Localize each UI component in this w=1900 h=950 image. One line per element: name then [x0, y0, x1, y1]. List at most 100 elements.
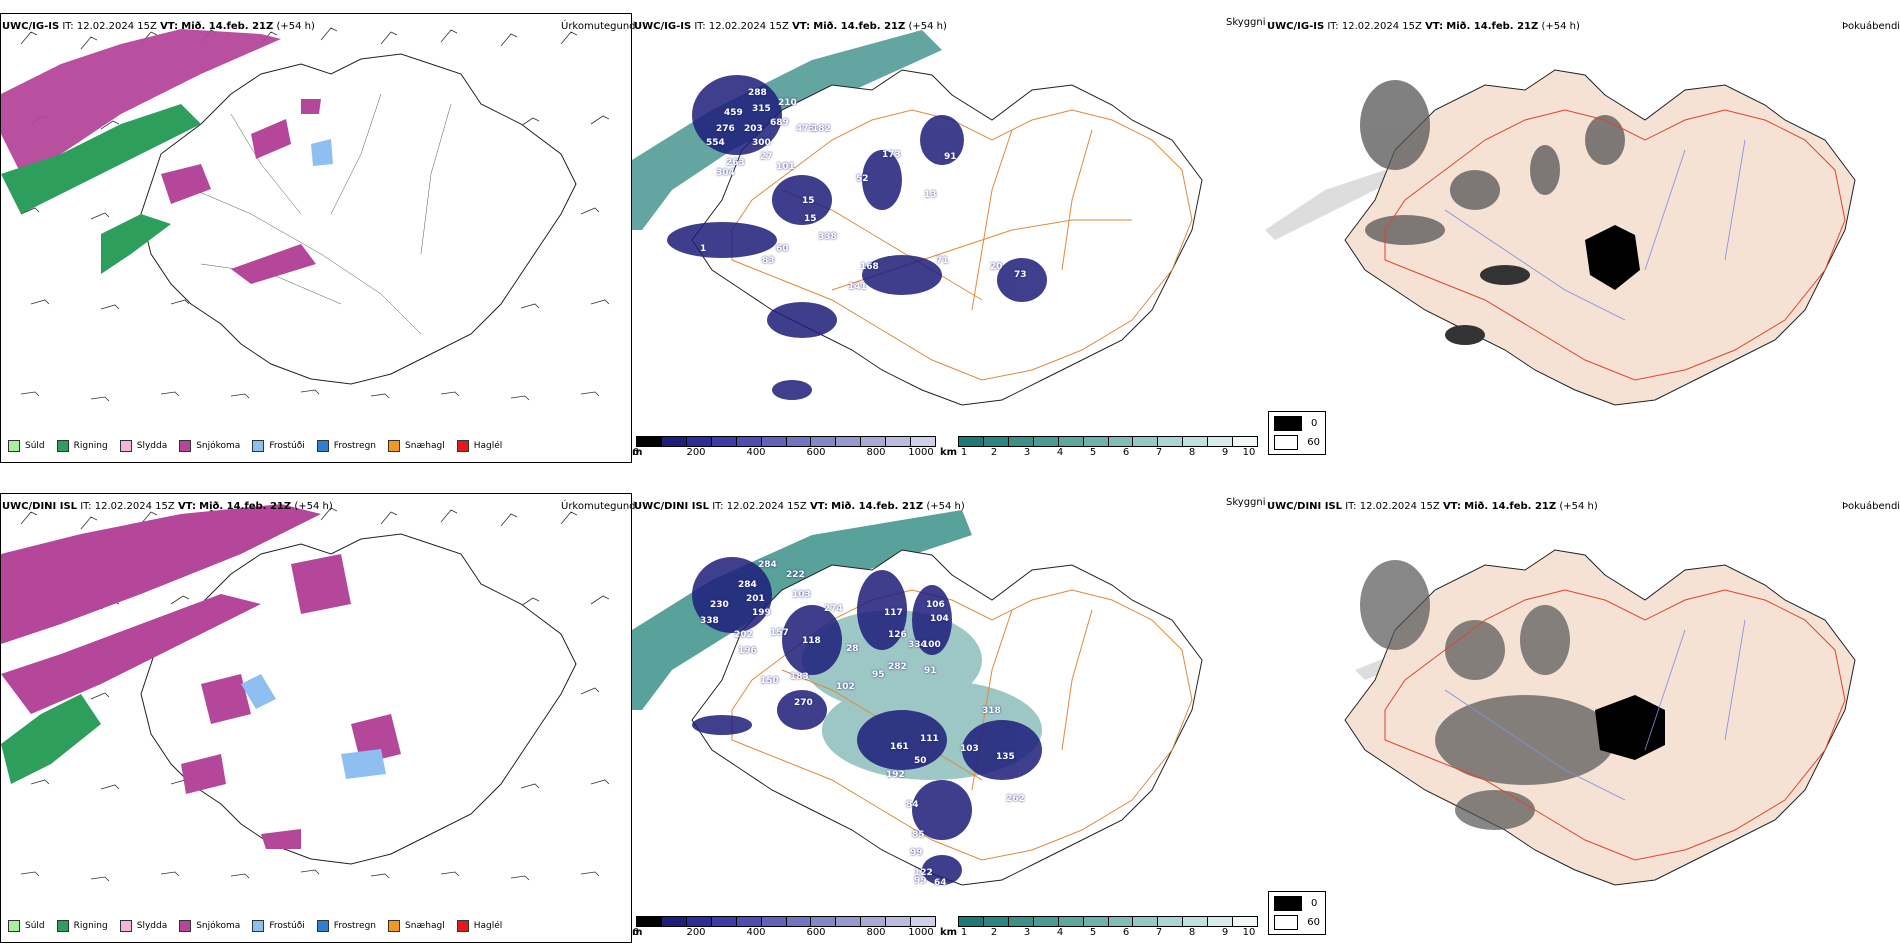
cloudbase-value-label: 141 [848, 282, 867, 292]
cloudbase-value-label: 192 [886, 770, 905, 780]
cloudbase-value-label: 101 [776, 162, 795, 172]
cloudbase-value-label: 210 [778, 98, 797, 108]
cloudbase-value-label: 52 [856, 174, 869, 184]
fog-index-map-row1 [1265, 30, 1900, 430]
cloudbase-value-label: 288 [748, 88, 767, 98]
cloudbase-value-label: 284 [738, 580, 757, 590]
cloudbase-value-label: 117 [884, 608, 903, 618]
fog-header-row2: UWC/DINI ISL IT: 12.02.2024 15Z VT: Mið.… [1267, 501, 1598, 512]
cloudbase-value-label: 282 [888, 662, 907, 672]
cloudbase-value-label: 118 [802, 636, 821, 646]
cloudbase-value-label: 473 [796, 124, 815, 134]
cloudbase-patches [667, 75, 1047, 400]
fog-index-map-row2 [1265, 510, 1900, 910]
legend-item: Rigning [56, 440, 108, 452]
cloudbase-value-label: 230 [710, 600, 729, 610]
snow-area [1, 29, 281, 174]
cloudbase-value-label: 60 [776, 244, 789, 254]
cloudbase-value-label: 71 [936, 256, 949, 266]
fog-header-row1: UWC/IG-IS IT: 12.02.2024 15Z VT: Mið. 14… [1267, 21, 1580, 32]
cloudbase-value-label: 64 [934, 878, 947, 888]
visibility-unit-row1: km [940, 447, 958, 458]
precip-title-row2: Úrkomutegund [561, 501, 636, 512]
cloudbase-map-graphic [632, 30, 1203, 406]
precip-legend-row2: Súld Rigning Slydda Snjókoma Frostúði Fr… [8, 920, 514, 932]
precip-header-row2: UWC/DINI ISL IT: 12.02.2024 15Z VT: Mið.… [2, 501, 333, 512]
cloudbase-value-label: 50 [914, 756, 927, 766]
glacier-dark [1585, 225, 1640, 290]
cloudbase-value-label: 263 [726, 158, 745, 168]
cloudbase-value-label: 459 [724, 108, 743, 118]
cloudbase-value-label: 689 [770, 118, 789, 128]
cloudbase-value-label: 73 [1014, 270, 1027, 280]
cloudbase-value-label: 202 [734, 630, 753, 640]
visibility-title-row2: Skyggni [1226, 497, 1266, 508]
cloudbase-value-label: 99 [914, 876, 927, 886]
legend-item: Snjókoma [179, 440, 240, 452]
cloudbase-value-label: 182 [812, 124, 831, 134]
cloudbase-value-label: 83 [762, 256, 775, 266]
fog-legend-row2: 0 60 [1268, 891, 1326, 935]
cloudbase-value-label: 106 [926, 600, 945, 610]
cloudbase-value-label: 168 [860, 262, 879, 272]
cloudbase-value-label: 13 [924, 190, 937, 200]
legend-item: Frostregn [316, 440, 376, 452]
cloudbase-value-label: 338 [700, 616, 719, 626]
cloudbase-value-label: 103 [792, 590, 811, 600]
cloudbase-value-label: 262 [1006, 794, 1025, 804]
visibility-colorbar-row2: 1 2 3 4 5 6 7 8 9 10 [958, 916, 1258, 939]
cloudbase-value-label: 122 [914, 868, 933, 878]
cloudbase-value-label: 95 [872, 670, 885, 680]
iceland-coastline [140, 53, 577, 385]
cloudbase-value-label: 318 [982, 706, 1001, 716]
cloudbase-value-label: 554 [706, 138, 725, 148]
cloudbase-value-label: 315 [752, 104, 771, 114]
precip-map-graphic [1, 27, 610, 402]
legend-item: Slydda [119, 440, 167, 452]
fog-legend-row1: 0 60 [1268, 411, 1326, 455]
cloudbase-value-label: 91 [924, 666, 937, 676]
cloudbase-value-label: 100 [922, 640, 941, 650]
cloudbase-value-label: 135 [996, 752, 1015, 762]
visibility-title-row1: Skyggni [1226, 17, 1266, 28]
cloudbase-value-label: 20 [990, 262, 1003, 272]
visibility-unit-row2: km [940, 927, 958, 938]
cloudbase-value-label: 284 [758, 560, 777, 570]
cloudbase-value-label: 274 [824, 604, 843, 614]
cloudbase-visibility-map-row2 [632, 510, 1232, 910]
cloudbase-value-label: 15 [802, 196, 815, 206]
legend-item: Frostúði [252, 440, 305, 452]
cloudbase-value-label: 304 [716, 168, 735, 178]
rain-area [1, 104, 201, 214]
cloudbase-value-label: 28 [846, 644, 859, 654]
cloudbase-value-label: 150 [760, 676, 779, 686]
iceland-coastline [140, 533, 577, 865]
road-network [731, 109, 1193, 381]
cloudbase-value-label: 157 [770, 628, 789, 638]
cloudbase-value-label: 85 [912, 830, 925, 840]
precip-type-map-row2 [0, 493, 632, 943]
precip-header-row1: UWC/IG-IS IT: 12.02.2024 15Z VT: Mið. 14… [2, 21, 315, 32]
cloudbase-value-label: 15 [804, 214, 817, 224]
cloudbase-value-label: 102 [836, 682, 855, 692]
cloudbase-header-row2: UWC/DINI ISL IT: 12.02.2024 15Z VT: Mið.… [634, 501, 965, 512]
cloudbase-value-label: 183 [790, 672, 809, 682]
precip-title-row1: Úrkomutegund [561, 21, 636, 32]
cloudbase-value-label: 1 [700, 244, 707, 254]
cloudbase-colorbar-row1: 0 200 400 600 800 1000 [633, 436, 936, 459]
cloudbase-unit-row2: m [632, 927, 643, 938]
cloudbase-value-label: 222 [786, 570, 805, 580]
fog-map-graphic [1265, 69, 1856, 406]
cloudbase-value-label: 91 [944, 152, 957, 162]
cloudbase-value-label: 111 [920, 734, 939, 744]
fog-patches [1360, 80, 1625, 245]
cloudbase-value-label: 84 [906, 800, 919, 810]
cloudbase-value-label: 334 [908, 640, 927, 650]
legend-item: Snæhagl [388, 440, 445, 452]
cloudbase-value-label: 99 [910, 848, 923, 858]
cloudbase-value-label: 104 [930, 614, 949, 624]
cloudbase-colorbar-row2: 0 200 400 600 800 1000 [633, 916, 936, 939]
cloudbase-value-label: 27 [760, 152, 773, 162]
cloudbase-value-label: 270 [794, 698, 813, 708]
cloudbase-value-label: 203 [744, 124, 763, 134]
